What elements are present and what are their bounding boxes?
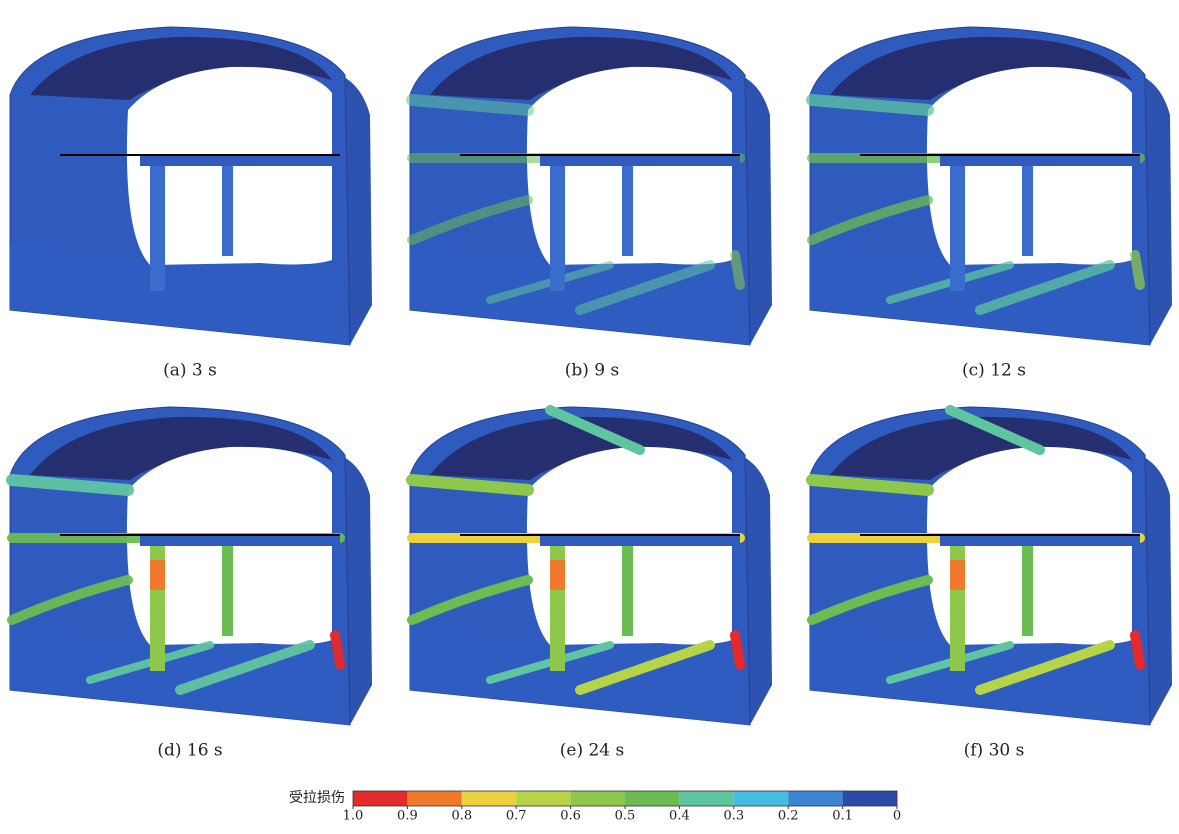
colorbar-segment — [679, 791, 733, 806]
slab — [140, 156, 340, 166]
panel-caption: (f) 30 s — [964, 741, 1025, 761]
colorbar-tick-label: 0.7 — [506, 809, 527, 824]
slab — [940, 536, 1140, 546]
column — [150, 166, 165, 291]
tunnel-panel — [810, 407, 1172, 725]
column — [550, 166, 565, 291]
colorbar-segment — [516, 791, 570, 806]
colorbar-tick-label: 0 — [893, 809, 901, 824]
tunnel-panel — [410, 27, 772, 345]
tunnel-panel — [410, 407, 772, 725]
damage-band — [335, 635, 340, 665]
damage-band — [735, 635, 740, 665]
colorbar-tick-label: 0.6 — [560, 809, 581, 824]
colorbar-segment — [462, 791, 516, 806]
colorbar-segment — [407, 791, 461, 806]
colorbar-tick-label: 0.8 — [451, 809, 472, 824]
slab — [140, 536, 340, 546]
column-damage — [550, 560, 565, 590]
slab — [540, 156, 740, 166]
colorbar-segment — [625, 791, 679, 806]
panel-caption: (b) 9 s — [565, 361, 620, 381]
column-damage — [150, 560, 165, 590]
colorbar-tick-label: 0.1 — [832, 809, 853, 824]
slab — [940, 156, 1140, 166]
column — [950, 166, 965, 291]
colorbar-segment — [788, 791, 842, 806]
panel-caption: (e) 24 s — [560, 741, 625, 761]
column — [1022, 166, 1033, 256]
tunnel-panel — [10, 27, 372, 345]
column-damage — [950, 560, 965, 590]
damage-band — [1135, 255, 1140, 285]
colorbar-segment — [353, 791, 407, 806]
colorbar-tick-label: 0.2 — [778, 809, 799, 824]
panel-caption: (d) 16 s — [157, 741, 222, 761]
column — [222, 546, 233, 636]
damage-band — [735, 255, 740, 285]
panel-caption: (a) 3 s — [163, 361, 217, 381]
colorbar-segment — [843, 791, 897, 806]
tunnel-panel — [10, 407, 372, 725]
damage-band — [1135, 635, 1140, 665]
slab — [540, 536, 740, 546]
column — [622, 166, 633, 256]
colorbar-tick-label: 0.9 — [397, 809, 418, 824]
colorbar-tick-label: 0.3 — [723, 809, 744, 824]
colorbar-label: 受拉损伤 — [289, 790, 345, 806]
column — [222, 166, 233, 256]
tunnel-panel — [810, 27, 1172, 345]
panel-caption: (c) 12 s — [962, 361, 1026, 381]
column — [622, 546, 633, 636]
colorbar-segment — [734, 791, 788, 806]
figure: (a) 3 s (b) 9 s (c) 12 s (d) 16 s (e) 24 s (f… — [0, 0, 1179, 830]
colorbar-tick-label: 1.0 — [343, 809, 364, 824]
colorbar-tick-label: 0.5 — [615, 809, 636, 824]
column — [1022, 546, 1033, 636]
colorbar-tick-label: 0.4 — [669, 809, 690, 824]
colorbar-segment — [571, 791, 625, 806]
